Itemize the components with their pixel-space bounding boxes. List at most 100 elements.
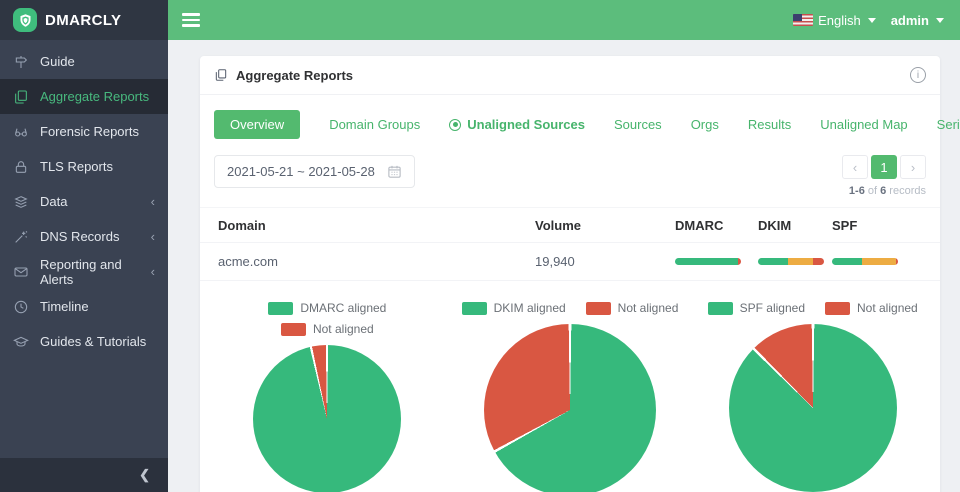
sidebar-menu: Guide Aggregate Reports Forensic Reports… (0, 40, 168, 458)
username-label: admin (890, 12, 929, 28)
green-swatch-icon (707, 301, 733, 315)
legend-item[interactable]: Not aligned (585, 301, 679, 315)
legend-item[interactable]: Not aligned (825, 301, 918, 315)
info-icon[interactable]: i (910, 67, 926, 83)
legend-label: Not aligned (312, 322, 374, 336)
tab-unaligned-sources[interactable]: Unaligned Sources (449, 117, 585, 132)
records-total: 6 (880, 185, 887, 197)
dkim-pie[interactable] (484, 324, 656, 492)
legend-label: Not aligned (617, 301, 679, 315)
dmarc-pie[interactable] (253, 345, 402, 492)
dmarc-pie-chart: DMARC aligned Not aligned (206, 301, 449, 492)
lock-icon (13, 159, 29, 175)
sidebar-item-reporting-alerts[interactable]: Reporting and Alerts ‹ (0, 254, 168, 289)
card-header: Aggregate Reports i (200, 56, 940, 95)
magic-wand-icon (13, 229, 29, 245)
tab-unaligned-map[interactable]: Unaligned Map (820, 117, 908, 132)
prev-page-button[interactable]: ‹ (842, 155, 868, 179)
brand-name: DMARCLY (45, 11, 122, 29)
user-menu[interactable]: admin (891, 13, 944, 28)
calendar-icon (387, 164, 402, 179)
sidebar-item-forensic-reports[interactable]: Forensic Reports (0, 114, 168, 149)
glasses-icon (13, 124, 29, 140)
legend-label: SPF aligned (739, 301, 805, 315)
tab-series[interactable]: Series (936, 117, 960, 132)
date-range-value: 2021-05-21 ~ 2021-05-28 (227, 164, 375, 179)
sidebar-item-label: Guide (40, 54, 75, 69)
main-content: Aggregate Reports i Overview Domain Grou… (168, 40, 960, 492)
hamburger-menu-icon[interactable] (182, 13, 200, 27)
topbar-right: English admin (793, 13, 944, 28)
col-spf: SPF (832, 217, 858, 233)
legend-label: DMARC aligned (300, 301, 387, 315)
collapse-chevron-icon: ❮ (139, 467, 150, 482)
sidebar-item-label: Timeline (40, 299, 89, 314)
records-of: of (864, 185, 881, 197)
tabs: Overview Domain Groups Unaligned Sources… (200, 95, 960, 147)
sidebar-item-label: DNS Records (40, 229, 120, 244)
spf-legend: SPF aligned Not aligned (707, 301, 918, 315)
records-suffix: records (886, 185, 926, 197)
records-count: 1-6 of 6 records (849, 185, 926, 197)
legend-item[interactable]: SPF aligned (707, 301, 805, 315)
report-doc-icon (214, 68, 228, 82)
sidebar-collapse-button[interactable]: ❮ (0, 458, 168, 492)
sidebar-item-label: Reporting and Alerts (40, 256, 122, 287)
legend-item[interactable]: DKIM aligned (461, 301, 566, 315)
caret-down-icon (936, 17, 944, 23)
sidebar-item-aggregate-reports[interactable]: Aggregate Reports (0, 79, 168, 114)
tab-orgs[interactable]: Orgs (690, 117, 719, 132)
date-range-picker[interactable]: 2021-05-21 ~ 2021-05-28 (214, 155, 415, 188)
sidebar: DMARCLY Guide Aggregate Reports Forensic… (0, 0, 168, 492)
sidebar-item-tls-reports[interactable]: TLS Reports (0, 149, 168, 184)
sidebar-item-timeline[interactable]: Timeline (0, 289, 168, 324)
copy-report-icon (13, 89, 29, 105)
sidebar-item-label: Data (40, 194, 68, 209)
cell-volume: 19,940 (535, 254, 575, 269)
dkim-mini-bar (758, 258, 824, 265)
clock-icon (13, 299, 29, 315)
chevron-left-icon: ‹ (150, 229, 155, 244)
spf-pie[interactable] (728, 324, 897, 492)
sidebar-item-label: Aggregate Reports (40, 89, 150, 104)
mail-icon (13, 264, 29, 280)
layers-icon (13, 194, 29, 210)
topbar: English admin (168, 0, 960, 40)
records-range: 1-6 (848, 185, 865, 197)
brand-logo[interactable]: DMARCLY (0, 0, 168, 40)
target-icon (449, 118, 462, 131)
tab-label: Unaligned Sources (467, 117, 585, 132)
next-page-button[interactable]: › (900, 155, 926, 179)
sidebar-item-guides-tutorials[interactable]: Guides & Tutorials (0, 324, 168, 359)
sidebar-item-guide[interactable]: Guide (0, 44, 168, 79)
pagination: ‹ 1 › 1-6 of 6 records (842, 155, 926, 197)
legend-label: DKIM aligned (493, 301, 566, 315)
tab-overview[interactable]: Overview (214, 110, 301, 139)
table-row[interactable]: acme.com 19,940 (200, 243, 940, 281)
legend-item[interactable]: Not aligned (280, 322, 374, 336)
sidebar-item-dns-records[interactable]: DNS Records ‹ (0, 219, 168, 254)
dkim-pie-chart: DKIM aligned Not aligned (449, 301, 692, 492)
legend-label: Not aligned (857, 301, 918, 315)
current-page-button[interactable]: 1 (871, 155, 897, 179)
sidebar-item-data[interactable]: Data ‹ (0, 184, 168, 219)
col-domain: Domain (218, 217, 266, 233)
col-volume: Volume (535, 217, 581, 233)
dmarc-legend: DMARC aligned Not aligned (268, 301, 386, 336)
red-swatch-icon (825, 301, 850, 315)
aggregate-reports-card: Aggregate Reports i Overview Domain Grou… (200, 56, 960, 492)
col-dmarc: DMARC (675, 217, 724, 233)
tab-domain-groups[interactable]: Domain Groups (329, 117, 421, 132)
graduation-cap-icon (13, 334, 29, 350)
legend-item[interactable]: DMARC aligned (268, 301, 386, 315)
shield-logo-icon (13, 8, 37, 32)
table-header: Domain Volume DMARC DKIM SPF (200, 207, 940, 243)
spf-pie-chart: SPF aligned Not aligned (691, 301, 934, 492)
language-selector[interactable]: English (793, 13, 876, 28)
tab-results[interactable]: Results (747, 117, 792, 132)
sidebar-item-label: TLS Reports (40, 159, 113, 174)
controls-row: 2021-05-21 ~ 2021-05-28 ‹ 1 › 1-6 of 6 r… (200, 147, 940, 199)
sidebar-item-label: Forensic Reports (40, 124, 139, 139)
tab-sources[interactable]: Sources (613, 117, 662, 132)
red-swatch-icon (280, 322, 306, 336)
